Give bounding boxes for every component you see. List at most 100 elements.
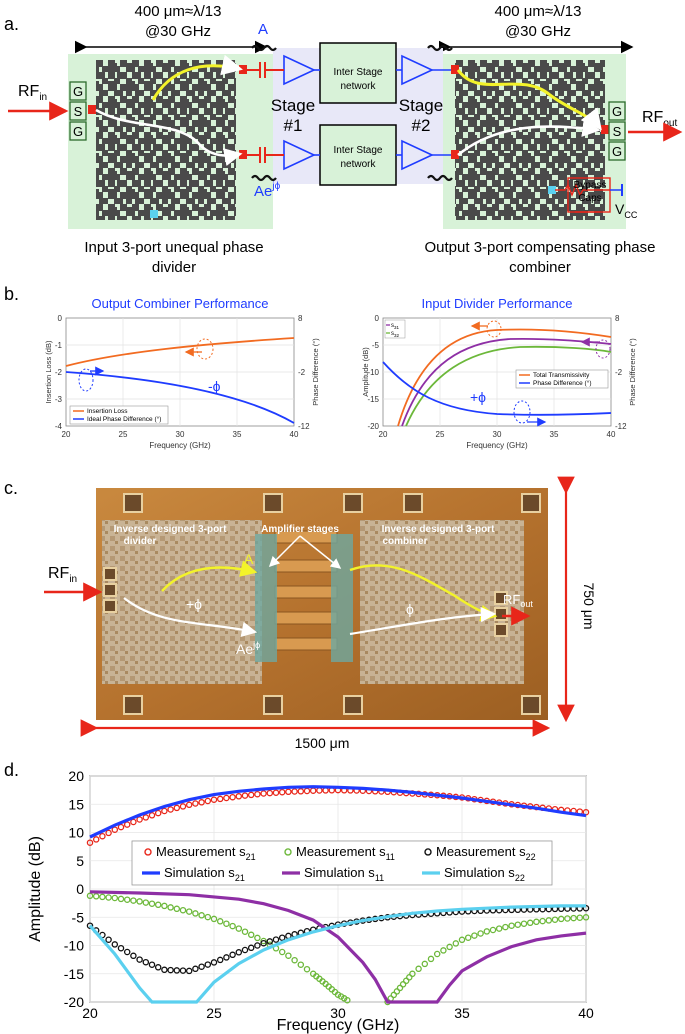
svg-text:Frequency (GHz): Frequency (GHz) [466, 441, 528, 450]
svg-text:combiner: combiner [382, 536, 427, 547]
series-marker-11 [235, 925, 243, 932]
series-marker-11 [223, 920, 230, 927]
series-marker-11 [458, 936, 466, 944]
combiner-chart-title: Output Combiner Performance [91, 296, 268, 311]
series-marker-22 [216, 956, 224, 964]
series-marker-21 [92, 836, 100, 843]
series-marker-21 [123, 821, 131, 828]
series-marker-22 [223, 954, 230, 961]
series-marker-21 [272, 789, 280, 796]
total-transmissivity-curve [397, 328, 612, 427]
bypass-caps-network [555, 177, 611, 213]
y-tick-label: 15 [68, 796, 84, 812]
series-marker-21 [198, 799, 205, 806]
series-marker-21 [154, 809, 162, 817]
chip-label-plus-phi: +ϕ [186, 596, 202, 612]
series-marker-21 [241, 792, 249, 799]
svg-text:-12: -12 [298, 422, 310, 431]
series-marker-11 [179, 906, 187, 914]
svg-text:-5: -5 [372, 341, 380, 350]
series-marker-11 [241, 928, 249, 935]
svg-text:Phase Difference (°): Phase Difference (°) [628, 338, 637, 406]
size-label-left-line2: @30 GHz [145, 23, 211, 40]
chip-label-phi: ϕ [406, 601, 414, 617]
combiner-caption: Output 3-port compensating phase [425, 239, 656, 256]
series-marker-11 [136, 898, 143, 905]
series-marker-22 [136, 956, 143, 963]
svg-text:Frequency (GHz): Frequency (GHz) [149, 441, 211, 450]
rf-in-label: RFin [18, 83, 47, 103]
series-marker-11 [291, 956, 298, 964]
svg-text:-12: -12 [615, 422, 627, 431]
rf-out-label: RFout [642, 109, 677, 129]
s32-curve [405, 345, 612, 427]
svg-text:Ideal Phase Difference (°): Ideal Phase Difference (°) [87, 415, 161, 423]
series-marker-21 [167, 806, 174, 813]
series-marker-11 [185, 908, 193, 915]
series-marker-22 [142, 958, 150, 966]
series-marker-22 [130, 952, 137, 960]
svg-text:G: G [612, 104, 622, 119]
series-marker-21 [117, 823, 125, 831]
bias-squiggles [251, 44, 453, 182]
series-marker-11 [570, 914, 577, 922]
svg-text:20: 20 [62, 430, 71, 439]
series-marker-11 [117, 895, 125, 903]
series-marker-21 [297, 788, 305, 795]
series-marker-21 [229, 793, 236, 801]
series-line-11 [89, 890, 587, 1004]
chip-combiner-label: Inverse designed 3-port [382, 524, 495, 535]
series-marker-21 [254, 790, 261, 798]
svg-text:network: network [340, 81, 376, 92]
series-marker-11 [533, 918, 540, 926]
series-marker-11 [92, 893, 100, 900]
svg-text:-2: -2 [298, 368, 306, 377]
series-marker-11 [161, 902, 168, 910]
divider-phase-curve [382, 361, 612, 416]
series-marker-11 [415, 965, 422, 973]
series-marker-11 [210, 915, 218, 923]
dc-block-caps [246, 62, 284, 163]
y-tick-label: 5 [76, 853, 84, 869]
svg-text:0: 0 [375, 314, 380, 323]
insertion-loss-curve [65, 337, 295, 367]
series-marker-11 [576, 914, 584, 921]
amplifier-stage-2 [331, 534, 353, 662]
svg-text:40: 40 [607, 430, 616, 439]
series-marker-21 [179, 803, 187, 810]
series-marker-11 [260, 937, 267, 945]
svg-text:network: network [340, 159, 376, 170]
chip-height-label: 750 μm [581, 583, 597, 630]
series-marker-11 [489, 926, 497, 934]
svg-text:-2: -2 [615, 368, 623, 377]
series-marker-22 [154, 964, 162, 971]
series-marker-11 [564, 915, 571, 922]
s-param-ylabel: Amplitude (dB) [27, 836, 44, 942]
svg-text:40: 40 [290, 430, 299, 439]
combiner-chart-axes: 0 -1 -2 -3 -4 8 -2 -12 20 25 30 35 40 Fr… [44, 314, 320, 450]
legend-entry: Measurement s11 [296, 844, 395, 862]
series-marker-11 [303, 965, 311, 973]
series-marker-21 [285, 788, 292, 796]
series-marker-11 [167, 904, 174, 911]
series-marker-21 [210, 796, 218, 803]
y-tick-label: 20 [68, 768, 84, 784]
series-marker-22 [192, 965, 199, 973]
series-marker-11 [427, 955, 435, 963]
chip-divider-label: Inverse designed 3-port [114, 524, 227, 535]
series-marker-22 [241, 946, 249, 954]
panel-b-label: b. [4, 284, 19, 304]
series-marker-11 [551, 916, 559, 923]
series-marker-21 [291, 788, 298, 795]
series-marker-11 [254, 934, 261, 942]
svg-text:G: G [73, 124, 83, 139]
series-marker-22 [117, 944, 125, 952]
bond-pads [103, 493, 541, 715]
svg-text:35: 35 [550, 430, 559, 439]
svg-text:Phase Difference (°): Phase Difference (°) [311, 338, 320, 406]
series-marker-11 [99, 893, 106, 901]
svg-text:-20: -20 [367, 422, 379, 431]
svg-text:s32: s32 [391, 331, 400, 338]
legend-entry: Measurement s21 [156, 844, 256, 862]
divider-white-path [95, 108, 243, 166]
